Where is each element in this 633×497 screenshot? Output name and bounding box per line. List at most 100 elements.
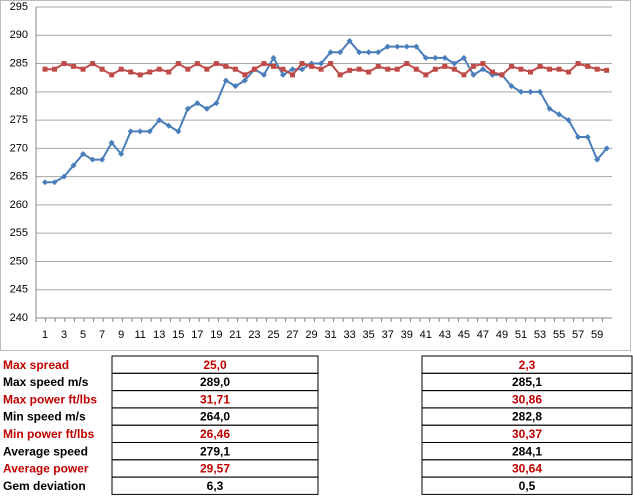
marker	[394, 66, 400, 72]
row-label: Max power ft/lbs	[3, 392, 97, 406]
marker	[289, 66, 296, 73]
marker	[546, 105, 553, 112]
stats-table: Max spread 25,0 2,3 Max speed m/s 289,0 285,1…	[3, 355, 633, 495]
marker	[203, 105, 210, 112]
marker	[337, 72, 343, 78]
y-tick-label: 265	[10, 171, 28, 183]
x-tick-label: 53	[534, 329, 546, 341]
marker	[109, 72, 115, 78]
marker	[166, 69, 172, 75]
marker	[327, 49, 334, 56]
marker	[480, 61, 486, 67]
marker	[251, 66, 257, 72]
marker	[537, 88, 544, 95]
row-label: Min speed m/s	[3, 410, 86, 424]
x-tick-label: 39	[401, 329, 413, 341]
cell-value: 30,64	[512, 462, 542, 476]
marker	[71, 63, 77, 69]
marker	[222, 77, 229, 84]
marker	[441, 54, 448, 61]
x-tick-label: 15	[172, 329, 184, 341]
marker	[556, 66, 562, 72]
marker	[442, 63, 448, 69]
marker	[213, 100, 220, 107]
marker	[242, 72, 248, 78]
marker	[175, 61, 181, 67]
marker	[290, 72, 296, 78]
x-tick-label: 37	[382, 329, 394, 341]
marker	[280, 66, 286, 72]
marker	[137, 72, 143, 78]
cell-value: 30,37	[512, 427, 542, 441]
x-tick-label: 27	[286, 329, 298, 341]
row-label: Average speed	[3, 444, 88, 458]
x-tick-label: 31	[324, 329, 336, 341]
marker	[52, 66, 58, 72]
x-tick-label: 41	[420, 329, 432, 341]
marker	[241, 77, 248, 84]
y-tick-label: 245	[10, 284, 28, 296]
marker	[489, 69, 495, 75]
marker	[375, 63, 381, 69]
y-tick-label: 295	[10, 1, 28, 13]
marker	[461, 72, 467, 78]
marker	[137, 128, 144, 135]
marker	[451, 60, 458, 67]
row-label: Average power	[3, 462, 89, 476]
marker	[213, 61, 219, 67]
marker	[566, 69, 572, 75]
marker	[128, 69, 134, 75]
x-tick-label: 49	[496, 329, 508, 341]
marker	[270, 63, 276, 69]
x-tick-label: 51	[515, 329, 527, 341]
y-tick-label: 255	[10, 227, 28, 239]
marker	[508, 63, 514, 69]
y-tick-label: 285	[10, 57, 28, 69]
marker	[90, 61, 96, 67]
marker	[328, 61, 334, 67]
row-label: Gem deviation	[3, 479, 86, 493]
marker	[422, 54, 429, 61]
marker	[508, 83, 515, 90]
marker	[194, 61, 200, 67]
marker	[356, 49, 363, 56]
cell-value: 0,5	[519, 479, 536, 493]
y-tick-label: 270	[10, 142, 28, 154]
marker	[413, 43, 420, 50]
x-tick-label: 13	[153, 329, 165, 341]
x-tick-label: 1	[42, 329, 48, 341]
marker	[528, 69, 534, 75]
marker	[309, 63, 315, 69]
cell-value: 6,3	[207, 479, 224, 493]
cell-value: 29,57	[200, 462, 230, 476]
marker	[403, 43, 410, 50]
x-tick-label: 19	[210, 329, 222, 341]
marker	[299, 66, 306, 73]
x-tick-label: 25	[267, 329, 279, 341]
marker	[223, 63, 229, 69]
cell-value: 31,71	[200, 392, 230, 406]
marker	[185, 66, 191, 72]
marker	[51, 179, 58, 186]
marker	[604, 67, 610, 73]
marker	[108, 139, 115, 146]
x-tick-label: 17	[191, 329, 203, 341]
marker	[184, 105, 191, 112]
marker	[61, 61, 67, 67]
x-tick-label: 55	[553, 329, 565, 341]
marker	[70, 162, 77, 169]
marker	[499, 72, 505, 78]
marker	[565, 117, 572, 124]
marker	[423, 72, 429, 78]
marker	[460, 54, 467, 61]
marker	[603, 145, 610, 152]
marker	[470, 63, 476, 69]
marker	[356, 66, 362, 72]
x-tick-label: 45	[458, 329, 470, 341]
marker	[146, 128, 153, 135]
marker	[280, 71, 286, 78]
marker	[518, 66, 524, 72]
x-tick-label: 11	[134, 329, 145, 341]
y-tick-label: 275	[10, 114, 28, 126]
row-label: Min power ft/lbs	[3, 427, 95, 441]
